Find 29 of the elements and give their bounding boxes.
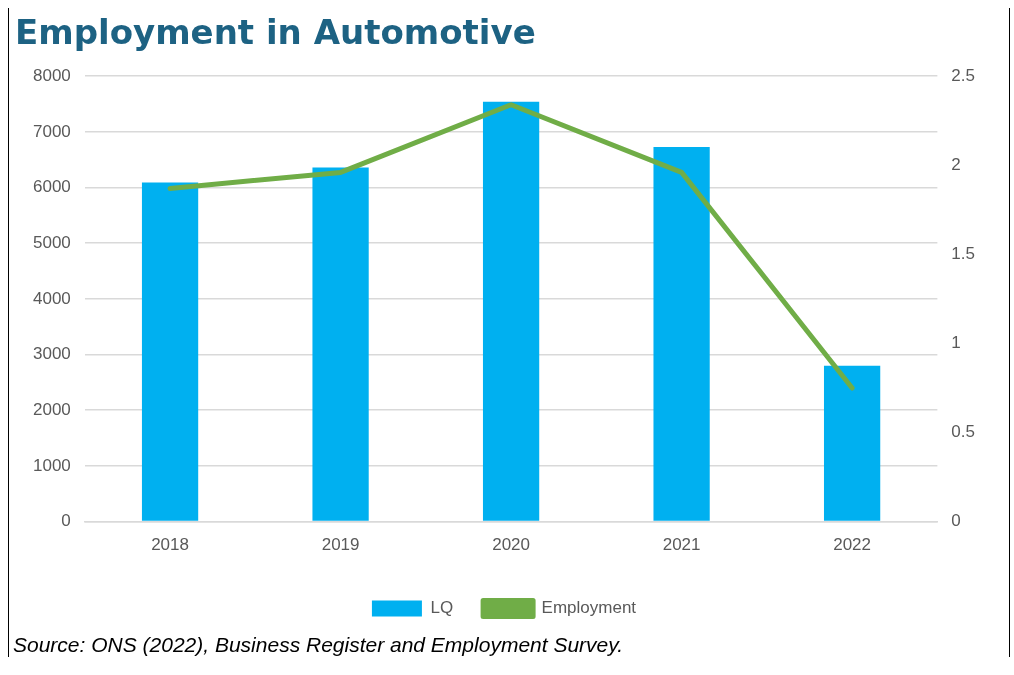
- chart-title: Employment in Automotive: [14, 11, 537, 52]
- bar: [653, 146, 710, 521]
- source-note: Source: ONS (2022), Business Register and Employment Survey.: [12, 632, 625, 657]
- y2-tick-label: 2: [951, 154, 961, 174]
- x-tick-label: 2020: [492, 535, 531, 555]
- bar: [823, 365, 881, 521]
- y-tick-label: 3000: [32, 344, 71, 364]
- x-tick-label: 2022: [833, 535, 872, 555]
- y-tick-label: 6000: [32, 177, 71, 197]
- x-tick-label: 2021: [662, 535, 701, 555]
- x-tick-label: 2019: [321, 535, 360, 555]
- y-tick-label: 5000: [32, 232, 71, 252]
- y-tick-label: 4000: [32, 288, 71, 308]
- legend-label: LQ: [430, 598, 454, 618]
- bar: [312, 167, 369, 521]
- bar: [141, 182, 199, 521]
- y2-tick-label: 0: [951, 511, 961, 531]
- x-tick-label: 2018: [151, 535, 189, 555]
- y-tick-label: 7000: [32, 121, 71, 141]
- y2-tick-label: 2.5: [951, 65, 976, 85]
- y-tick-label: 0: [61, 511, 71, 531]
- legend-label: Employment: [541, 598, 637, 618]
- y2-tick-label: 0.5: [951, 422, 976, 442]
- y2-tick-label: 1: [951, 333, 961, 353]
- y-tick-label: 8000: [32, 65, 71, 85]
- y-tick-label: 2000: [32, 399, 71, 419]
- y-tick-label: 1000: [32, 455, 71, 475]
- bar: [482, 101, 540, 521]
- y2-tick-label: 1.5: [951, 244, 976, 264]
